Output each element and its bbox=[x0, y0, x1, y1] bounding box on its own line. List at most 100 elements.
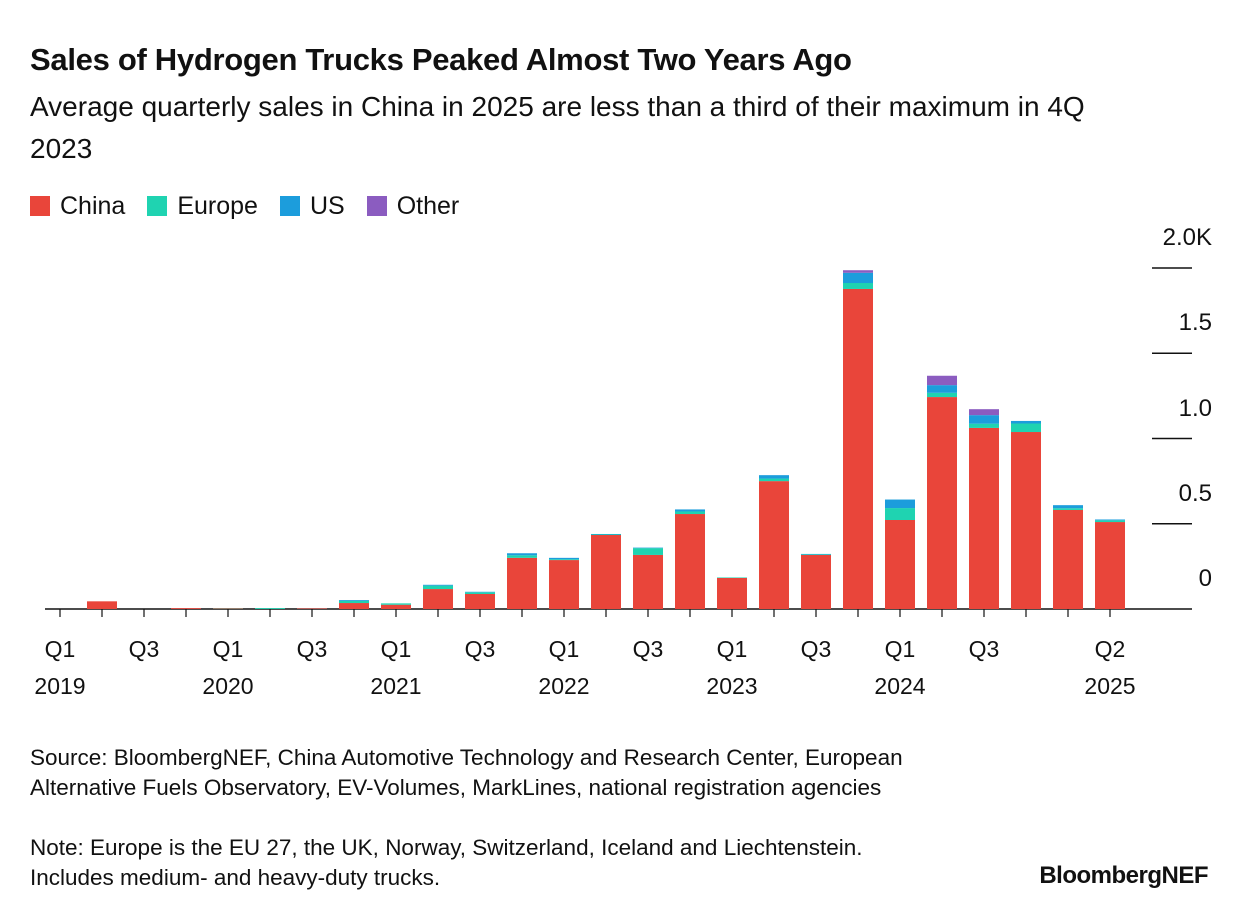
bar-segment bbox=[843, 283, 873, 289]
legend: China Europe US Other bbox=[30, 190, 481, 222]
bar-segment bbox=[969, 415, 999, 424]
x-tick-label: Q1 2022 bbox=[538, 636, 590, 699]
bar-segment bbox=[339, 603, 369, 609]
x-tick-label: Q3 bbox=[464, 636, 496, 662]
bar-segment bbox=[675, 511, 705, 515]
x-tick-label: Q3 bbox=[296, 636, 328, 662]
bar-segment bbox=[549, 560, 579, 609]
y-tick-label: 0.5 bbox=[1178, 479, 1212, 507]
legend-item: Other bbox=[366, 190, 460, 222]
source-note: Source: BloombergNEF, China Automotive T… bbox=[30, 745, 903, 800]
bar-segment bbox=[759, 481, 789, 609]
bar-segment bbox=[969, 409, 999, 416]
x-tick-label: Q1 2024 bbox=[874, 636, 926, 699]
bar-segment bbox=[1011, 423, 1041, 433]
chart-title: Sales of Hydrogen Trucks Peaked Almost T… bbox=[30, 42, 852, 77]
legend-label: Other bbox=[396, 192, 460, 220]
bar-segment bbox=[549, 557, 579, 560]
bar-segment bbox=[927, 385, 957, 393]
bar-segment bbox=[675, 509, 705, 512]
bar-segment bbox=[1053, 509, 1083, 609]
bar-segment bbox=[675, 514, 705, 609]
bar-segment bbox=[717, 577, 747, 578]
bar-segment bbox=[927, 392, 957, 398]
bar-segment bbox=[1095, 522, 1125, 609]
bar-segment bbox=[465, 593, 495, 609]
bar-segment bbox=[423, 585, 453, 590]
bar-segment bbox=[843, 270, 873, 273]
bar-segment bbox=[633, 547, 663, 549]
bar-segment bbox=[507, 557, 537, 609]
bar-segment bbox=[633, 548, 663, 555]
bar-segment bbox=[885, 508, 915, 520]
bar-segment bbox=[507, 555, 537, 558]
bar-segment bbox=[507, 553, 537, 556]
bar-segment bbox=[717, 577, 747, 609]
bar-segment bbox=[885, 519, 915, 609]
brand-logo: BloombergNEF bbox=[1039, 862, 1208, 889]
x-tick-label: Q3 bbox=[968, 636, 1000, 662]
x-tick-label: Q3 bbox=[128, 636, 160, 662]
bar-segment bbox=[87, 601, 117, 609]
bar-segment bbox=[801, 554, 831, 555]
chart-subtitle: Average quarterly sales in China in 2025… bbox=[30, 91, 1085, 164]
legend-label: Europe bbox=[177, 192, 258, 220]
legend-swatch bbox=[366, 196, 387, 216]
bar-segment bbox=[969, 423, 999, 428]
bar-segment bbox=[885, 499, 915, 509]
y-tick-label: 2.0K bbox=[1162, 224, 1212, 251]
bar-segment bbox=[969, 427, 999, 609]
bar-segment bbox=[213, 608, 243, 609]
bar-segment bbox=[759, 475, 789, 479]
bar-segment bbox=[339, 600, 369, 604]
bar-segment bbox=[1053, 505, 1083, 509]
y-tick-label: 1.5 bbox=[1178, 309, 1212, 337]
bar-segment bbox=[255, 608, 285, 609]
bar-segment bbox=[465, 592, 495, 594]
bar-segment bbox=[759, 478, 789, 482]
legend-item: China bbox=[30, 190, 125, 222]
bar-segment bbox=[423, 584, 453, 586]
y-tick-label: 0 bbox=[1198, 565, 1212, 592]
x-tick-label: Q1 2021 bbox=[370, 636, 422, 699]
y-tick-label: 1.0 bbox=[1178, 394, 1212, 422]
legend-label: China bbox=[60, 192, 126, 220]
bar-segment bbox=[801, 553, 831, 555]
legend-swatch bbox=[279, 196, 300, 216]
bar-segment bbox=[465, 591, 495, 593]
bar-segment bbox=[591, 534, 621, 536]
bar-segment bbox=[423, 589, 453, 609]
legend-label: US bbox=[309, 192, 345, 220]
bar-segment bbox=[1011, 420, 1041, 424]
bar-segment bbox=[297, 608, 327, 609]
x-tick-label: Q2 2025 bbox=[1084, 636, 1136, 699]
bar-segment bbox=[633, 554, 663, 609]
bar-segment bbox=[843, 272, 873, 284]
bar-segment bbox=[591, 535, 621, 609]
bar-segment bbox=[591, 533, 621, 535]
bar-segment bbox=[549, 559, 579, 561]
legend-item: Europe bbox=[147, 190, 258, 222]
legend-swatch bbox=[30, 196, 50, 216]
bar-segment bbox=[1053, 508, 1083, 510]
x-tick-label: Q3 bbox=[632, 636, 664, 662]
bar-segment bbox=[927, 397, 957, 609]
bar-segment bbox=[381, 603, 411, 605]
x-tick-label: Q1 2023 bbox=[706, 636, 758, 699]
x-tick-label: Q3 bbox=[800, 636, 832, 662]
bar-segment bbox=[1095, 520, 1125, 523]
bar-segment bbox=[801, 554, 831, 609]
bar-segment bbox=[927, 375, 957, 386]
legend-item: US bbox=[279, 190, 345, 222]
bar-segment bbox=[339, 600, 369, 601]
bar-segment bbox=[1011, 432, 1041, 609]
x-tick-label: Q1 2020 bbox=[202, 636, 254, 699]
bar-segment bbox=[171, 608, 201, 609]
legend-swatch bbox=[147, 196, 168, 216]
x-tick-label: Q1 2019 bbox=[34, 636, 86, 699]
bar-segment bbox=[1095, 519, 1125, 521]
footnote: Note: Europe is the EU 27, the UK, Norwa… bbox=[30, 835, 863, 890]
bar-segment bbox=[381, 604, 411, 609]
